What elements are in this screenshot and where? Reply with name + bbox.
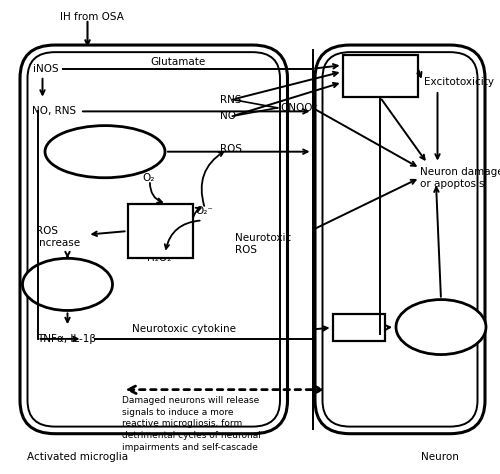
FancyBboxPatch shape bbox=[20, 45, 287, 434]
Text: ROS: ROS bbox=[220, 144, 242, 155]
Text: O₂: O₂ bbox=[142, 173, 155, 183]
Bar bbox=[128, 204, 192, 258]
Text: H₂O₂: H₂O₂ bbox=[148, 253, 172, 264]
Text: iNOS: iNOS bbox=[32, 64, 58, 74]
Text: NADPH
oxidase: NADPH oxidase bbox=[140, 220, 180, 242]
Text: NF-κB: NF-κB bbox=[52, 279, 83, 290]
Text: Neuron: Neuron bbox=[421, 452, 459, 462]
Text: NF-κB: NF-κB bbox=[426, 322, 456, 332]
Bar bbox=[342, 55, 417, 97]
Text: Excitotoxicity: Excitotoxicity bbox=[424, 76, 494, 87]
Text: Neurotoxic
ROS: Neurotoxic ROS bbox=[235, 233, 291, 255]
Text: O₂⁻: O₂⁻ bbox=[195, 206, 213, 216]
Text: Activated microglia: Activated microglia bbox=[27, 452, 128, 462]
Text: mitochondrial: mitochondrial bbox=[69, 146, 141, 157]
FancyBboxPatch shape bbox=[315, 45, 485, 434]
Bar bbox=[332, 314, 385, 341]
Ellipse shape bbox=[22, 258, 112, 310]
Text: NMDA
receptor: NMDA receptor bbox=[358, 65, 402, 87]
Ellipse shape bbox=[45, 126, 165, 178]
Text: Receptor: Receptor bbox=[336, 322, 382, 333]
Text: TNFα, IL-1β: TNFα, IL-1β bbox=[38, 334, 96, 344]
Ellipse shape bbox=[396, 300, 486, 355]
Text: Damaged neurons will release
signals to induce a more
reactive microgliosis, for: Damaged neurons will release signals to … bbox=[122, 396, 262, 452]
Text: IH from OSA: IH from OSA bbox=[60, 12, 124, 22]
Text: Neuron damage
or apoptosis: Neuron damage or apoptosis bbox=[420, 166, 500, 189]
Text: RNS: RNS bbox=[220, 94, 242, 105]
Text: NO: NO bbox=[220, 111, 236, 121]
Text: Neurotoxic cytokine: Neurotoxic cytokine bbox=[132, 324, 236, 335]
Text: ONOO⁻: ONOO⁻ bbox=[280, 103, 318, 113]
Text: ROS
increase: ROS increase bbox=[36, 226, 80, 248]
Text: Glutamate: Glutamate bbox=[150, 56, 206, 67]
Text: NO, RNS: NO, RNS bbox=[32, 106, 76, 117]
